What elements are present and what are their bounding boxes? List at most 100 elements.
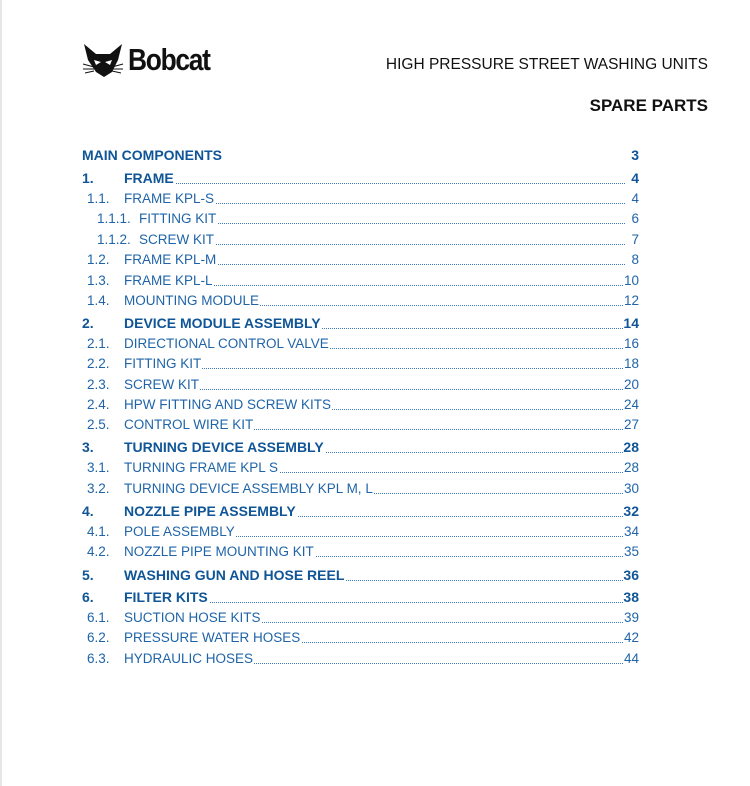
- toc-number: 3.1.: [87, 460, 110, 475]
- toc-leader-dots: [134, 472, 625, 473]
- toc-entry[interactable]: 5. WASHING GUN AND HOSE REEL 36: [82, 567, 639, 585]
- toc-number: 4.: [82, 503, 94, 519]
- toc-title: SUCTION HOSE KITS: [124, 610, 262, 625]
- toc-title: DIRECTIONAL CONTROL VALVE: [124, 336, 330, 351]
- toc-title: TURNING DEVICE ASSEMBLY: [124, 439, 325, 455]
- toc-leader-dots: [134, 663, 625, 664]
- toc-leader-dots: [134, 203, 625, 204]
- bobcat-logo: Bobcat: [82, 42, 224, 78]
- toc-number: 6.1.: [87, 610, 110, 625]
- toc-leader-dots: [134, 328, 625, 329]
- toc-number: 6.3.: [87, 651, 110, 666]
- toc-number: 6.2.: [87, 630, 110, 645]
- toc-leader-dots: [134, 516, 625, 517]
- toc-entry[interactable]: 3.2. TURNING DEVICE ASSEMBLY KPL M, L 30: [82, 480, 639, 498]
- toc-page-number: 20: [623, 377, 639, 392]
- toc-leader-dots: [134, 285, 625, 286]
- toc-number: 1.4.: [87, 293, 110, 308]
- toc-number: 1.: [82, 170, 94, 186]
- toc-title: FRAME KPL-L: [124, 273, 214, 288]
- toc-leader-dots: [134, 305, 625, 306]
- toc-title: POLE ASSEMBLY: [124, 524, 236, 539]
- toc-entry[interactable]: 2.4. HPW FITTING AND SCREW KITS 24: [82, 396, 639, 414]
- document-title: HIGH PRESSURE STREET WASHING UNITS: [385, 56, 708, 73]
- toc-leader-dots: [134, 348, 625, 349]
- toc-page-number: 28: [623, 439, 639, 455]
- toc-number: 2.1.: [87, 336, 110, 351]
- toc-number: 5.: [82, 567, 94, 583]
- toc-title: CONTROL WIRE KIT: [124, 417, 255, 432]
- toc-page-number: 4: [631, 191, 639, 206]
- toc-title: FRAME: [124, 170, 175, 186]
- toc-entry[interactable]: 6.2. PRESSURE WATER HOSES 42: [82, 629, 639, 647]
- toc-title: HPW FITTING AND SCREW KITS: [124, 397, 333, 412]
- toc-page-number: 42: [623, 630, 639, 645]
- toc-entry[interactable]: 1.2. FRAME KPL-M 8: [82, 251, 639, 269]
- toc-leader-dots: [134, 429, 625, 430]
- toc-title: FRAME KPL-M: [124, 252, 218, 267]
- toc-page-number: 27: [623, 417, 639, 432]
- toc-title: WASHING GUN AND HOSE REEL: [124, 567, 346, 583]
- toc-number: 1.3.: [87, 273, 110, 288]
- toc-entry[interactable]: 4.1. POLE ASSEMBLY 34: [82, 523, 639, 541]
- toc-title: TURNING DEVICE ASSEMBLY KPL M, L: [124, 481, 374, 496]
- toc-title: SCREW KIT: [139, 232, 216, 247]
- toc-leader-dots: [149, 223, 625, 224]
- toc-number: 6.: [82, 589, 94, 605]
- toc-title: FRAME KPL-S: [124, 191, 216, 206]
- toc-title: TURNING FRAME KPL S: [124, 460, 280, 475]
- toc-title: DEVICE MODULE ASSEMBLY: [124, 315, 322, 331]
- toc-page-number: 35: [623, 544, 639, 559]
- toc-number: 1.1.: [87, 191, 110, 206]
- toc-page-number: 4: [631, 170, 639, 186]
- toc-leader-dots: [149, 244, 625, 245]
- toc-entry[interactable]: 3. TURNING DEVICE ASSEMBLY 28: [82, 439, 639, 457]
- toc-leader-dots: [134, 556, 625, 557]
- toc-leader-dots: [134, 409, 625, 410]
- toc-page-number: 38: [623, 589, 639, 605]
- toc-entry[interactable]: 1.3. FRAME KPL-L 10: [82, 272, 639, 290]
- toc-entry[interactable]: 2.3. SCREW KIT 20: [82, 376, 639, 394]
- toc-title: SCREW KIT: [124, 377, 201, 392]
- toc-leader-dots: [134, 389, 625, 390]
- toc-page-number: 12: [623, 293, 639, 308]
- toc-leader-dots: [134, 580, 625, 581]
- toc-entry[interactable]: 1. FRAME 4: [82, 170, 639, 188]
- toc-number: 4.1.: [87, 524, 110, 539]
- document-subtitle: SPARE PARTS: [589, 96, 708, 115]
- toc-entry[interactable]: 4.2. NOZZLE PIPE MOUNTING KIT 35: [82, 543, 639, 561]
- toc-page-number: 44: [623, 651, 639, 666]
- toc-leader-dots: [134, 622, 625, 623]
- toc-number: 1.2.: [87, 252, 110, 267]
- toc-entry[interactable]: 2.5. CONTROL WIRE KIT 27: [82, 416, 639, 434]
- toc-entry[interactable]: MAIN COMPONENTS 3: [82, 147, 639, 165]
- toc-entry[interactable]: 2. DEVICE MODULE ASSEMBLY 14: [82, 315, 639, 333]
- toc-entry[interactable]: 1.1.2. SCREW KIT 7: [82, 231, 639, 249]
- toc-entry[interactable]: 2.2. FITTING KIT 18: [82, 355, 639, 373]
- toc-number: 2.4.: [87, 397, 110, 412]
- toc-entry[interactable]: 6.1. SUCTION HOSE KITS 39: [82, 609, 639, 627]
- toc-entry[interactable]: 2.1. DIRECTIONAL CONTROL VALVE 16: [82, 335, 639, 353]
- toc-title: NOZZLE PIPE MOUNTING KIT: [124, 544, 315, 559]
- toc-title: FILTER KITS: [124, 589, 209, 605]
- toc-entry[interactable]: 3.1. TURNING FRAME KPL S 28: [82, 459, 639, 477]
- toc-leader-dots: [134, 493, 625, 494]
- toc-entry[interactable]: 6.3. HYDRAULIC HOSES 44: [82, 650, 639, 668]
- toc-title: FITTING KIT: [139, 211, 218, 226]
- toc-number: 3.2.: [87, 481, 110, 496]
- toc-number: 2.3.: [87, 377, 110, 392]
- toc-number: 2.2.: [87, 356, 110, 371]
- toc-number: 1.1.2.: [97, 232, 131, 247]
- toc-entry[interactable]: 1.1.1. FITTING KIT 6: [82, 210, 639, 228]
- toc-entry[interactable]: 4. NOZZLE PIPE ASSEMBLY 32: [82, 503, 639, 521]
- toc-page-number: 30: [623, 481, 639, 496]
- toc-entry[interactable]: 1.1. FRAME KPL-S 4: [82, 190, 639, 208]
- toc-entry[interactable]: 1.4. MOUNTING MODULE 12: [82, 292, 639, 310]
- toc-entry[interactable]: 6. FILTER KITS 38: [82, 589, 639, 607]
- toc-leader-dots: [134, 183, 625, 184]
- toc-title: MAIN COMPONENTS: [82, 147, 223, 163]
- toc-page-number: 8: [631, 252, 639, 267]
- toc-page-number: 6: [631, 211, 639, 226]
- logo-text: Bobcat: [128, 42, 211, 77]
- toc-number: 4.2.: [87, 544, 110, 559]
